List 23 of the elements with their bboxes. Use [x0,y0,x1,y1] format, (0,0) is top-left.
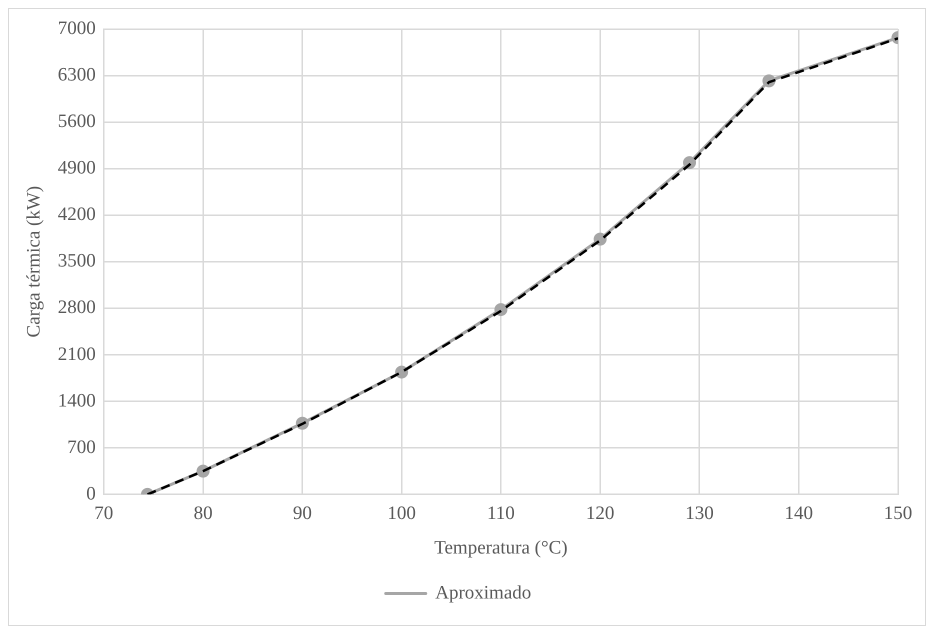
y-tick-label: 1400 [58,390,96,412]
x-tick-label: 130 [685,502,714,524]
x-tick-label: 70 [94,502,114,524]
x-tick-label: 150 [884,502,912,524]
x-tick-label: 140 [784,502,813,524]
x-axis-title: Temperatura (°C) [434,538,568,559]
y-tick-label: 5600 [58,111,96,132]
y-tick-label: 3500 [58,250,96,272]
y-tick-label: 4200 [58,204,96,226]
x-tick-label: 110 [487,502,515,524]
x-tick-label: 90 [292,502,312,524]
y-tick-label: 700 [67,436,96,458]
y-tick-label: 4900 [58,158,96,179]
y-tick-label: 6300 [58,64,96,86]
y-tick-label: 7000 [58,18,96,39]
x-tick-label: 120 [586,502,614,524]
y-axis-title: Carga térmica (kW) [23,186,44,338]
y-tick-label: 2800 [58,297,96,318]
y-tick-label: 2100 [58,344,96,365]
x-tick-label: 100 [387,502,416,524]
legend-label: Aproximado [435,582,532,604]
y-tick-label: 0 [86,483,96,504]
x-tick-label: 80 [194,502,213,524]
